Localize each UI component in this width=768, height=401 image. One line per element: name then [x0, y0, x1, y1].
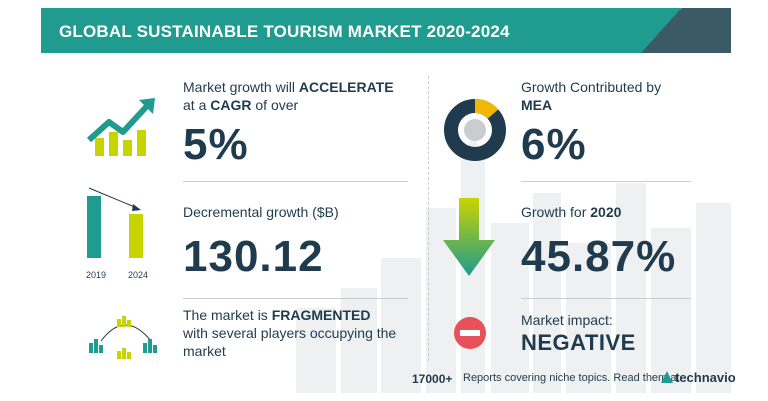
- divider-left-2: [183, 298, 408, 299]
- incremental-value: 130.12: [183, 232, 324, 281]
- bar-year-end: 2024: [128, 270, 149, 280]
- technavio-logo[interactable]: technavio: [661, 370, 736, 385]
- incremental-label: Decremental growth ($B): [183, 204, 339, 220]
- report-count: 17000+: [412, 372, 453, 386]
- divider-right-1: [521, 181, 691, 182]
- down-arrow-icon: [443, 198, 495, 276]
- region-label-line1: Growth Contributed by: [521, 79, 662, 95]
- cagr-label-line2: at a CAGR of over: [183, 97, 299, 113]
- yoy-value: 45.87%: [521, 232, 677, 281]
- page-title: GLOBAL SUSTAINABLE TOURISM MARKET 2020-2…: [59, 22, 510, 41]
- decrement-bars-icon: [87, 187, 143, 258]
- city-skyline-background: [296, 118, 731, 393]
- footer: 17000+ Reports covering niche topics. Re…: [0, 366, 768, 386]
- infographic-card: GLOBAL SUSTAINABLE TOURISM MARKET 2020-2…: [41, 8, 731, 393]
- region-value: 6%: [521, 120, 587, 169]
- title-banner: [41, 8, 681, 53]
- growth-chart-icon: [86, 98, 155, 156]
- cagr-label-line1: Market growth will ACCELERATE: [183, 79, 394, 95]
- market-label-line2: with several players occupying the: [183, 325, 397, 341]
- divider-left-1: [183, 181, 408, 182]
- bar-year-start: 2019: [86, 270, 107, 280]
- logo-mark-icon: [661, 371, 673, 383]
- market-label-line3: market: [183, 343, 226, 359]
- fragmented-players-icon: [89, 316, 157, 359]
- negative-impact-icon: [454, 317, 486, 349]
- yoy-label: Growth for 2020: [521, 204, 622, 220]
- impact-value: NEGATIVE: [521, 330, 636, 355]
- region-label-line2: MEA: [521, 97, 553, 113]
- divider-right-2: [521, 298, 691, 299]
- impact-label: Market impact:: [521, 312, 613, 328]
- donut-chart-icon: [444, 98, 506, 161]
- footer-text: Reports covering niche topics. Read them…: [463, 372, 680, 384]
- market-label-line1: The market is FRAGMENTED: [183, 307, 371, 323]
- cagr-value: 5%: [183, 120, 249, 169]
- column-divider: [428, 76, 429, 361]
